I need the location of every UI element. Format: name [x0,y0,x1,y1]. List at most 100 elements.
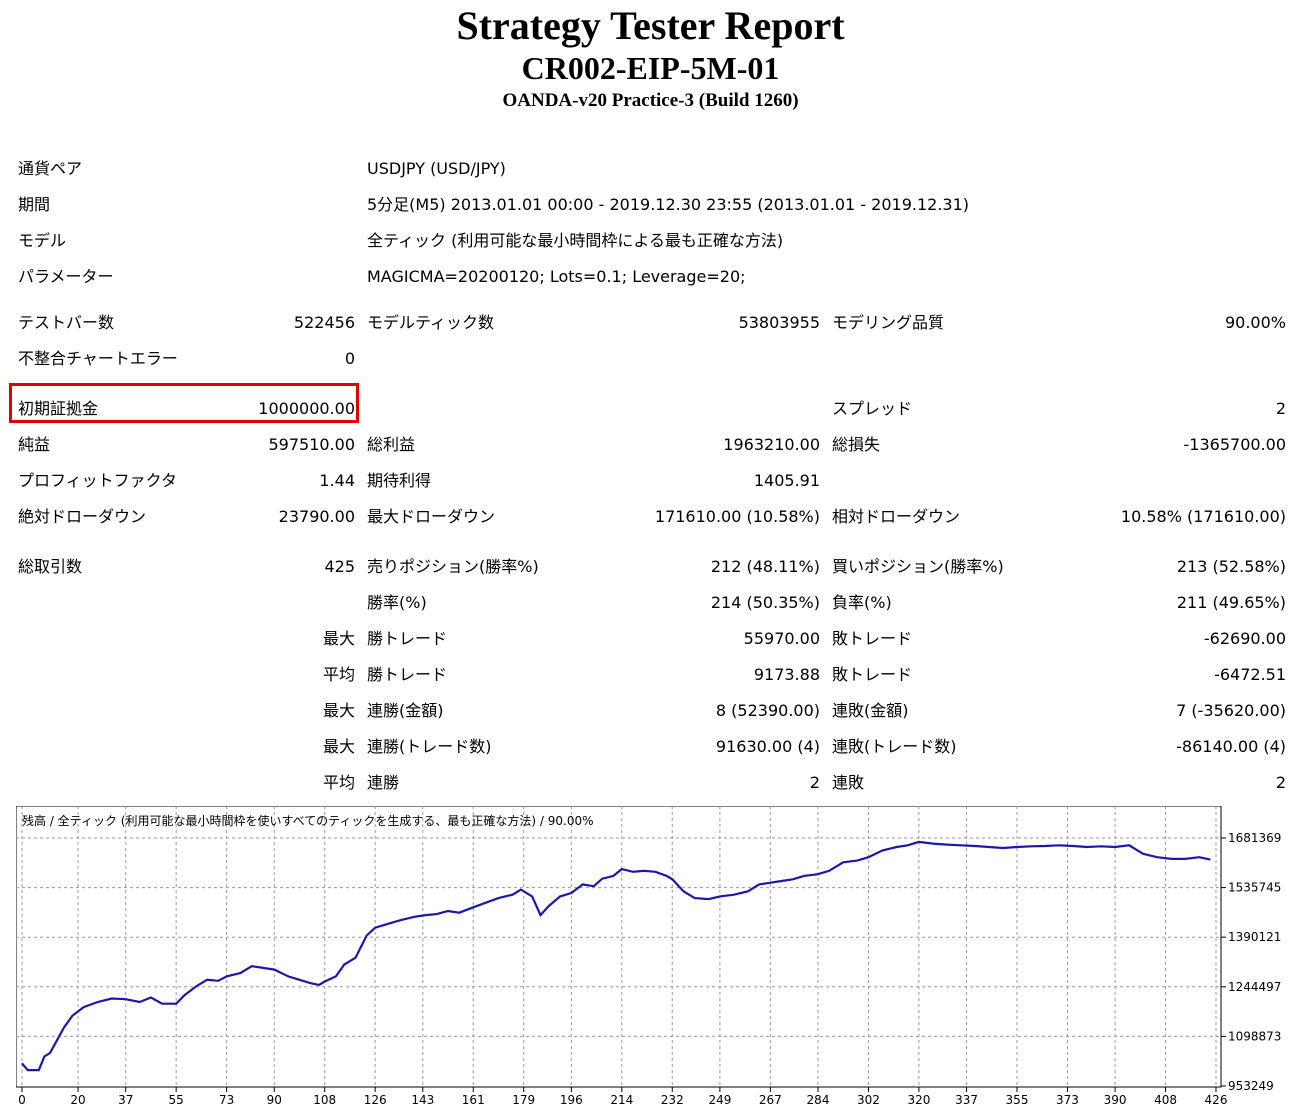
mismatch-label: 不整合チャートエラー [18,349,178,368]
bars-label: テストバー数 [18,313,115,332]
max-drawdown-label: 最大ドローダウン [367,507,496,526]
chart-frame [16,806,1222,1088]
net-profit-label: 純益 [18,435,51,454]
y-tick-label: 1535745 [1228,881,1281,895]
deposit-highlight-box [9,383,359,423]
x-tick-label: 55 [169,1093,184,1107]
largest-win-value: 55970.00 [743,629,820,648]
x-tick-label: 390 [1104,1093,1127,1107]
x-tick-label: 267 [759,1093,782,1107]
max-drawdown-value: 171610.00 (10.58%) [654,507,820,526]
ticks-label: モデルティック数 [367,313,495,332]
x-tick-label: 37 [118,1093,133,1107]
gross-loss-value: -1365700.00 [1183,435,1286,454]
x-tick-label: 126 [364,1093,387,1107]
consecutive-wins-count-label: 連勝(トレード数) [367,737,492,756]
average-loss-label: 敗トレード [832,665,913,684]
largest-win-label: 勝トレード [367,629,448,648]
x-axis-labels: 0 20 37 55 73 90 108 126 143 161 179 196 214 232 249 26… [18,1093,1227,1107]
largest-loss-value: -62690.00 [1203,629,1286,648]
quality-label: モデリング品質 [832,313,945,332]
consecutive-wins-amount-label: 連勝(金額) [367,701,444,720]
profit-factor-value: 1.44 [319,471,355,490]
parameters-label: パラメーター [18,267,114,286]
x-tick-label: 232 [661,1093,684,1107]
average-consecutive-wins-value: 2 [809,773,820,792]
deposit-label: 初期証拠金 [18,399,99,418]
model-label: モデル [18,231,67,250]
x-tick-label: 179 [512,1093,535,1107]
y-tick-label: 1098873 [1228,1029,1281,1043]
expected-payoff-value: 1405.91 [753,471,820,490]
spread-label: スプレッド [832,399,913,418]
total-trades-value: 425 [324,557,355,576]
long-positions-label: 買いポジション(勝率%) [832,557,1004,576]
x-tick-label: 337 [955,1093,978,1107]
absolute-drawdown-label: 絶対ドローダウン [18,507,147,526]
consecutive-losses-count-value: -86140.00 (4) [1176,737,1286,756]
net-profit-value: 597510.00 [268,435,355,454]
gross-loss-label: 総損失 [832,435,881,454]
y-tick-label: 1244497 [1228,980,1281,994]
model-value: 全ティック (利用可能な最小時間枠による最も正確な方法) [367,231,784,250]
server-info: OANDA-v20 Practice-3 (Build 1260) [502,90,799,111]
symbol-value: USDJPY (USD/JPY) [367,159,506,178]
consecutive-wins-count-value: 91630.00 (4) [715,737,820,756]
x-tick-label: 90 [267,1093,282,1107]
x-tick-label: 196 [560,1093,583,1107]
short-positions-label: 売りポジション(勝率%) [367,557,539,576]
quality-value: 90.00% [1224,313,1286,332]
largest-loss-label: 敗トレード [832,629,913,648]
total-trades-label: 総取引数 [18,557,83,576]
balance-line [21,840,1211,1072]
average-win-label: 勝トレード [367,665,448,684]
x-tick-label: 320 [907,1093,930,1107]
consecutive-wins-amount-value: 8 (52390.00) [715,701,820,720]
period-value: 5分足(M5) 2013.01.01 00:00 - 2019.12.30 23… [367,195,970,214]
y-tick-label: 1681369 [1228,831,1281,845]
x-tick-label: 0 [18,1093,26,1107]
average-consecutive-losses-value: 2 [1275,773,1286,792]
consecutive-losses-amount-label: 連敗(金額) [832,701,909,720]
relative-drawdown-value: 10.58% (171610.00) [1120,507,1286,526]
y-tick-label: 953249 [1228,1079,1274,1093]
bars-value: 522456 [293,313,355,332]
max-prefix-1: 最大 [322,629,355,648]
expected-payoff-label: 期待利得 [367,471,432,490]
average-win-value: 9173.88 [753,665,820,684]
parameters-value: MAGICMA=20200120; Lots=0.1; Leverage=20; [367,267,746,286]
x-tick-label: 214 [610,1093,633,1107]
x-tick-label: 284 [807,1093,830,1107]
consecutive-losses-count-label: 連敗(トレード数) [832,737,957,756]
x-tick-label: 355 [1006,1093,1029,1107]
x-tick-label: 426 [1205,1093,1228,1107]
avg-prefix-2: 平均 [322,773,355,792]
consecutive-losses-amount-value: 7 (-35620.00) [1176,701,1286,720]
y-tick-label: 1390121 [1228,930,1281,944]
gross-profit-value: 1963210.00 [723,435,820,454]
x-tick-label: 161 [462,1093,485,1107]
period-label: 期間 [18,195,51,214]
ticks-value: 53803955 [738,313,820,332]
expert-name: CR002-EIP-5M-01 [521,50,780,86]
x-tick-label: 408 [1154,1093,1177,1107]
x-tick-label: 249 [708,1093,731,1107]
max-prefix-3: 最大 [322,737,355,756]
avg-prefix-1: 平均 [322,665,355,684]
balance-chart: 953249 1098873 1244497 1390121 1535745 168136… [16,806,1281,1107]
spread-value: 2 [1275,399,1286,418]
symbol-label: 通貨ペア [18,159,83,178]
chart-title: 残高 / 全ティック (利用可能な最小時間枠を使いすべてのティックを生成する、最… [22,813,594,828]
absolute-drawdown-value: 23790.00 [278,507,355,526]
gross-profit-label: 総利益 [367,435,416,454]
loss-rate-label: 負率(%) [832,593,892,612]
x-tick-label: 20 [70,1093,85,1107]
relative-drawdown-label: 相対ドローダウン [832,507,961,526]
loss-rate-value: 211 (49.65%) [1176,593,1286,612]
y-axis-labels: 953249 1098873 1244497 1390121 1535745 168136… [1228,831,1281,1093]
average-consecutive-wins-label: 連勝 [367,773,400,792]
max-prefix-2: 最大 [322,701,355,720]
x-tick-label: 73 [219,1093,234,1107]
mismatch-value: 0 [344,349,355,368]
chart-grid [16,806,1226,1092]
